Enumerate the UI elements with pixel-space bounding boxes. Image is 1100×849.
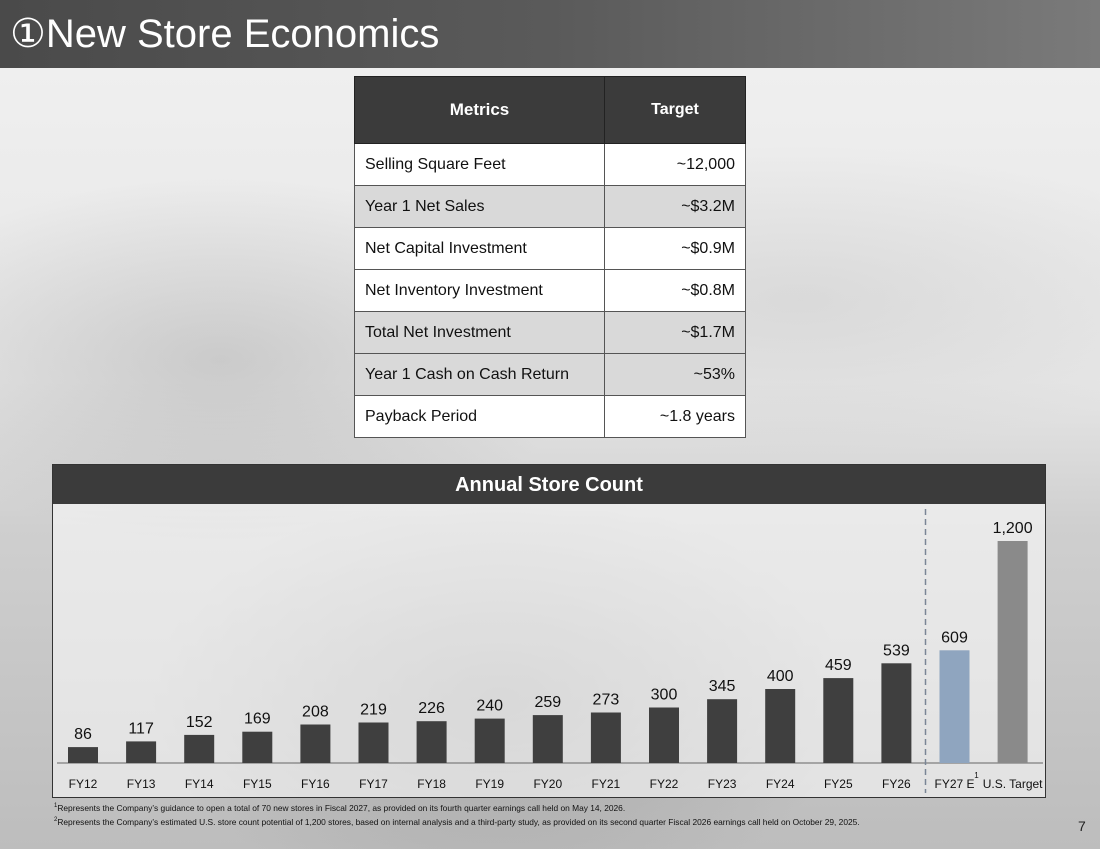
bar-fy20 <box>532 715 563 763</box>
category-label: FY13 <box>127 777 156 791</box>
metric-cell: Selling Square Feet <box>354 143 605 186</box>
category-label: FY19 <box>475 777 504 791</box>
table-row: Year 1 Net Sales ~$3.2M <box>354 185 746 228</box>
category-label: FY15 <box>243 777 272 791</box>
page-number: 7 <box>1078 818 1086 834</box>
footnote-2: 2Represents the Company’s estimated U.S.… <box>54 814 1054 828</box>
metric-cell: Year 1 Cash on Cash Return <box>354 353 605 396</box>
data-label: 539 <box>883 642 910 659</box>
category-label: FY23 <box>708 777 737 791</box>
data-label: 300 <box>651 687 678 704</box>
data-label: 609 <box>941 629 968 646</box>
data-label: 459 <box>825 657 852 674</box>
footnote-1: 1Represents the Company’s guidance to op… <box>54 800 1054 814</box>
target-header: Target <box>604 76 746 144</box>
bar-fy23 <box>707 699 738 763</box>
metric-cell: Net Inventory Investment <box>354 269 605 312</box>
bar-fy22 <box>649 707 679 763</box>
table-row: Selling Square Feet ~12,000 <box>354 143 746 186</box>
category-label: FY17 <box>359 777 388 791</box>
category-label: FY21 <box>592 777 621 791</box>
category-label: FY16 <box>301 777 330 791</box>
target-cell: ~$1.7M <box>604 311 746 354</box>
data-label: 259 <box>534 694 561 711</box>
data-label: 226 <box>418 700 445 717</box>
bar-fy15 <box>242 731 273 763</box>
data-label: 240 <box>476 698 503 715</box>
bar-u-s-target <box>997 541 1028 763</box>
bar-fy13 <box>126 741 157 763</box>
page-title: ①New Store Economics <box>10 10 439 58</box>
category-label: FY26 <box>882 777 911 791</box>
category-label: FY20 <box>533 777 562 791</box>
data-label: 86 <box>74 726 92 743</box>
data-label: 117 <box>128 720 154 737</box>
table-row: Total Net Investment ~$1.7M <box>354 311 746 354</box>
category-label: U.S. Target <box>983 777 1043 791</box>
bar-fy16 <box>300 724 331 763</box>
category-label: FY14 <box>185 777 214 791</box>
target-cell: ~53% <box>604 353 746 396</box>
bar-fy19 <box>474 718 505 763</box>
metrics-header-row: Metrics Target <box>354 76 746 144</box>
footnote-text: Represents the Company’s estimated U.S. … <box>57 816 860 827</box>
footnote-ref: 1 <box>54 803 58 809</box>
table-row: Year 1 Cash on Cash Return ~53% <box>354 353 746 396</box>
table-row: Net Capital Investment ~$0.9M <box>354 227 746 270</box>
bar-fy21 <box>590 712 621 763</box>
table-row: Net Inventory Investment ~$0.8M <box>354 269 746 312</box>
metrics-table: Metrics Target Selling Square Feet ~12,0… <box>354 76 746 438</box>
category-label: FY27 E <box>934 777 974 791</box>
footnote-text: Represents the Company’s guidance to ope… <box>57 802 626 813</box>
category-label: FY18 <box>417 777 446 791</box>
bar-fy27-e <box>939 650 970 763</box>
target-cell: ~1.8 years <box>604 395 746 438</box>
footnote-ref: 2 <box>54 816 58 823</box>
title-marker: ① <box>10 12 46 56</box>
bar-fy25 <box>823 678 854 763</box>
bar-fy26 <box>881 663 912 763</box>
data-label: 273 <box>593 692 620 709</box>
bar-fy17 <box>358 722 389 763</box>
category-label: FY12 <box>69 777 98 791</box>
metric-cell: Year 1 Net Sales <box>354 185 605 228</box>
footnotes: 1Represents the Company’s guidance to op… <box>54 800 1054 828</box>
chart-title: Annual Store Count <box>53 465 1045 504</box>
table-row: Payback Period ~1.8 years <box>354 395 746 438</box>
bar-fy14 <box>184 734 215 763</box>
data-label: 169 <box>244 711 271 728</box>
data-label: 208 <box>302 704 329 721</box>
title-text: New Store Economics <box>45 12 440 56</box>
bar-fy18 <box>416 721 447 763</box>
metric-cell: Net Capital Investment <box>354 227 605 270</box>
title-bar: ①New Store Economics <box>0 0 1100 68</box>
footnote-marker: 1 <box>974 771 979 780</box>
data-label: 152 <box>186 714 213 731</box>
chart-canvas: 86 FY12 117 FY13 152 FY14 169 FY15 208 FY16 219 FY1… <box>57 509 1043 793</box>
target-cell: ~$0.9M <box>604 227 746 270</box>
bar-fy24 <box>765 689 796 763</box>
metrics-header: Metrics <box>354 76 605 144</box>
data-label: 400 <box>767 668 794 685</box>
bar-fy12 <box>68 747 98 763</box>
metric-cell: Payback Period <box>354 395 605 438</box>
store-count-chart: Annual Store Count 86 FY12 117 FY13 152 FY14 1… <box>52 464 1046 798</box>
category-label: FY24 <box>766 777 795 791</box>
metric-cell: Total Net Investment <box>354 311 605 354</box>
target-cell: ~$0.8M <box>604 269 746 312</box>
data-label: 219 <box>360 702 387 719</box>
data-label: 1,200 <box>993 520 1033 537</box>
category-label: FY22 <box>650 777 679 791</box>
data-label: 345 <box>709 678 736 695</box>
target-cell: ~$3.2M <box>604 185 746 228</box>
category-label: FY25 <box>824 777 853 791</box>
target-cell: ~12,000 <box>604 143 746 186</box>
